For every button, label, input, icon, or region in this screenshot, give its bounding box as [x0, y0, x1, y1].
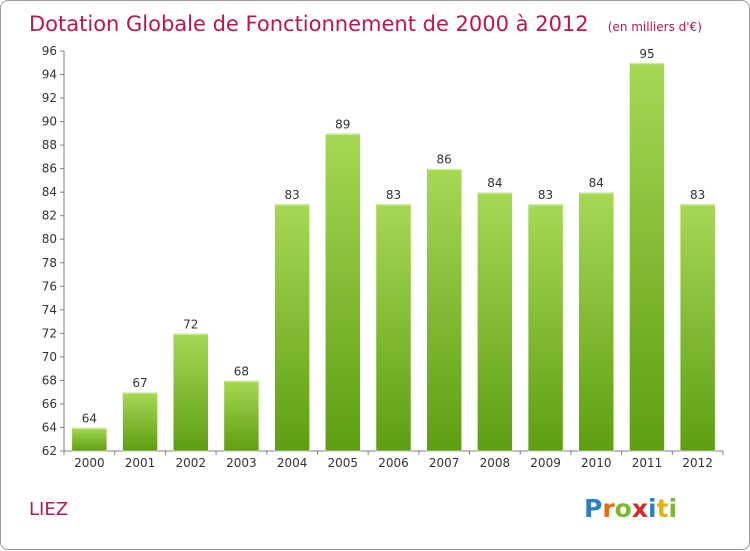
- y-axis: 62 64 66 68 70 72 74 76 78 80 82 84 86 88 90 92 94 96: [42, 44, 65, 458]
- y-tick-label: 76: [42, 279, 57, 293]
- bar-value-label: 89: [335, 117, 350, 131]
- chart-unit-text: (en milliers d'€): [608, 20, 702, 34]
- y-tick-label: 78: [42, 256, 57, 270]
- bar-value-label: 84: [487, 176, 502, 190]
- x-tick-label: 2000: [74, 456, 105, 470]
- bar: [375, 203, 412, 452]
- y-tick-label: 64: [42, 420, 57, 434]
- logo-letter: i: [648, 494, 657, 523]
- logo-letter: o: [615, 494, 632, 523]
- x-tick-label: 2002: [175, 456, 206, 470]
- bar: [325, 133, 361, 452]
- logo-letter: x: [632, 494, 648, 523]
- bar-value-label: 68: [234, 364, 249, 378]
- bar: [477, 191, 513, 452]
- chart-title-text: Dotation Globale de Fonctionnement de 20…: [29, 12, 589, 36]
- bar: [679, 203, 716, 452]
- bar: [172, 333, 209, 452]
- bar-value-label: 83: [284, 188, 299, 202]
- bar: [426, 168, 462, 452]
- bar: [527, 203, 564, 452]
- x-tick-label: 2008: [480, 456, 511, 470]
- x-tick-label: 2004: [277, 456, 308, 470]
- y-tick-label: 90: [42, 115, 57, 129]
- y-tick-label: 62: [42, 444, 57, 458]
- logo-letter: r: [602, 494, 615, 523]
- x-tick-label: 2003: [226, 456, 257, 470]
- place-name: LIEZ: [29, 499, 68, 520]
- y-tick-label: 66: [42, 397, 57, 411]
- y-tick-label: 94: [42, 68, 57, 82]
- y-tick-label: 88: [42, 138, 57, 152]
- bar-value-label: 72: [183, 317, 198, 331]
- bar-value-label: 83: [538, 188, 553, 202]
- x-axis: 2000 2001 2002 2003 2004 2005 2006 2007 2008 2009…: [63, 450, 724, 470]
- x-tick-label: 2010: [581, 456, 612, 470]
- y-tick-label: 96: [42, 44, 57, 58]
- chart-title: Dotation Globale de Fonctionnement de 20…: [29, 12, 702, 36]
- bar: [122, 391, 158, 452]
- logo-letter: i: [669, 494, 678, 523]
- bar: [578, 191, 615, 452]
- y-tick-label: 74: [42, 303, 57, 317]
- bar: [274, 203, 310, 452]
- y-tick-label: 72: [42, 326, 57, 340]
- y-tick-label: 82: [42, 209, 57, 223]
- x-tick-label: 2011: [632, 456, 663, 470]
- bar-value-label: 64: [82, 411, 97, 425]
- x-tick-label: 2005: [328, 456, 359, 470]
- bar-value-label: 95: [639, 47, 654, 61]
- proxiti-logo: Proxiti: [584, 494, 677, 523]
- y-tick-label: 80: [42, 232, 57, 246]
- bar-value-label: 67: [132, 376, 147, 390]
- bar-value-label: 86: [437, 153, 452, 167]
- logo-letter: P: [584, 494, 602, 523]
- bar: [629, 62, 665, 452]
- y-tick-label: 92: [42, 91, 57, 105]
- bar: [223, 380, 260, 452]
- logo-letter: t: [657, 494, 669, 523]
- y-tick-label: 86: [42, 162, 57, 176]
- x-tick-label: 2012: [682, 456, 713, 470]
- bar-value-label: 84: [589, 176, 604, 190]
- y-tick-label: 68: [42, 373, 57, 387]
- bar: [71, 427, 108, 452]
- y-tick-label: 84: [42, 185, 57, 199]
- x-tick-label: 2009: [530, 456, 561, 470]
- y-tick-label: 70: [42, 350, 57, 364]
- bar-value-label: 83: [386, 188, 401, 202]
- bar-value-label: 83: [690, 188, 705, 202]
- x-tick-label: 2007: [429, 456, 460, 470]
- bars-group: 64 67 72 68 83 89 83 86 84 83 84 95 83: [71, 47, 716, 452]
- x-tick-label: 2006: [378, 456, 409, 470]
- x-tick-label: 2001: [125, 456, 156, 470]
